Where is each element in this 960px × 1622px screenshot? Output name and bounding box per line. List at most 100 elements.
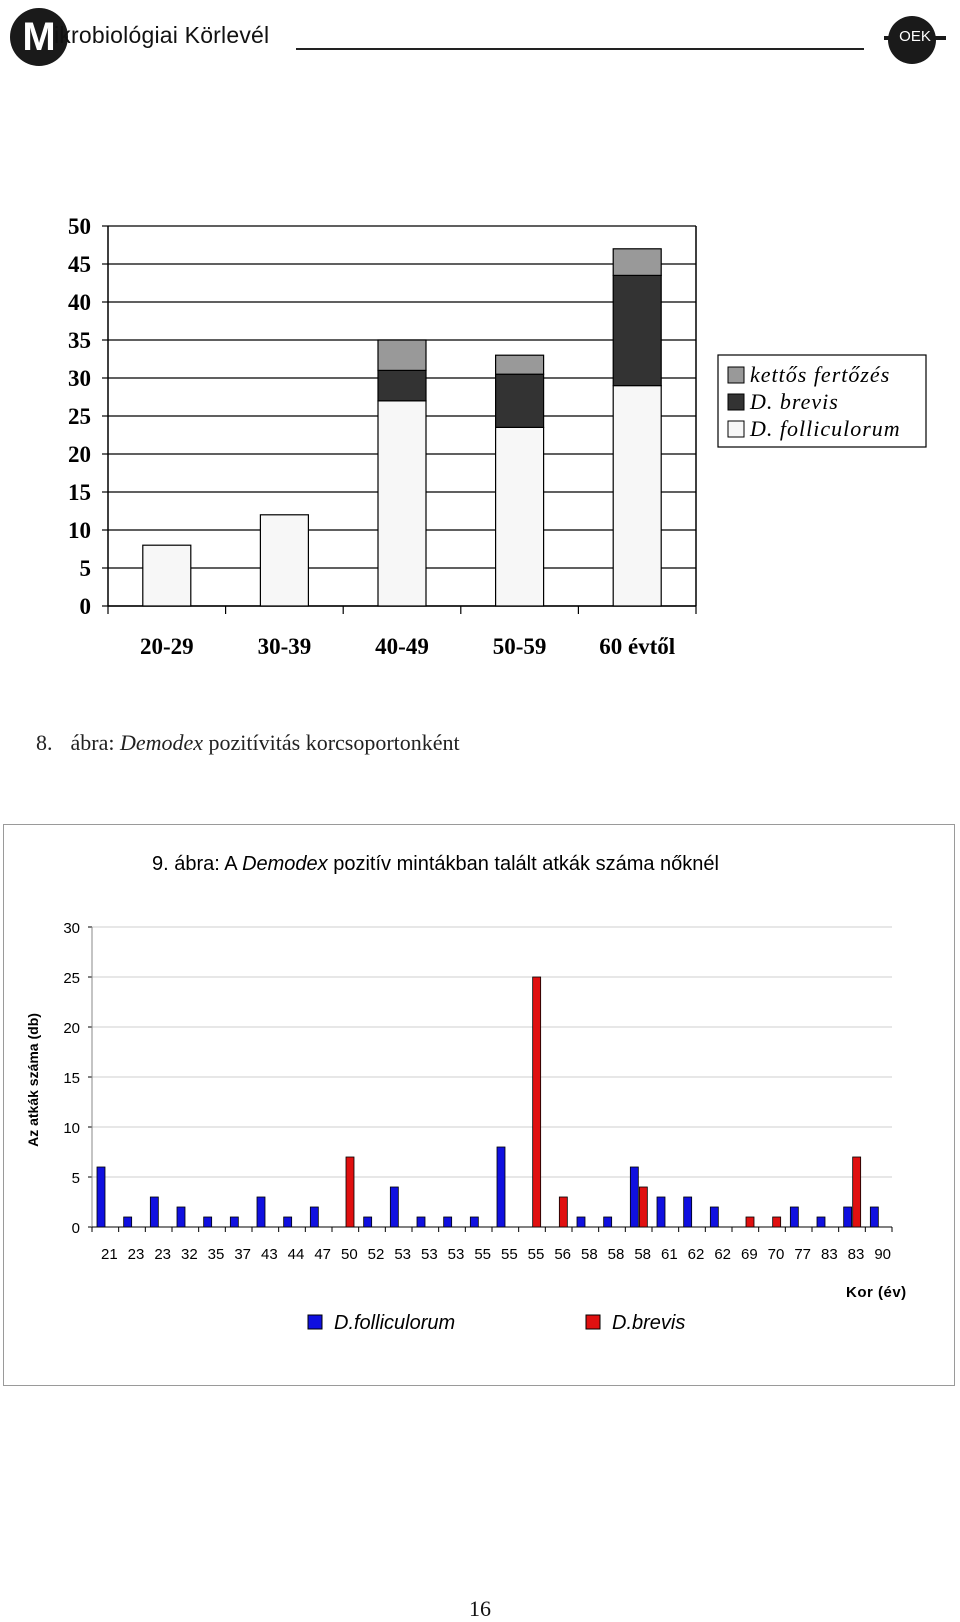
journal-logo-icon: M — [10, 8, 68, 66]
x-tick-label: 23 — [154, 1246, 171, 1263]
figure9-title: 9. ábra: A Demodex pozitív mintákban tal… — [152, 853, 719, 875]
legend-swatch — [727, 366, 745, 384]
bar — [629, 1166, 639, 1228]
bar — [203, 1216, 213, 1228]
y-tick-label: 45 — [68, 252, 91, 277]
bar — [558, 1196, 568, 1228]
x-tick-label: 58 — [634, 1246, 651, 1263]
legend-swatch — [585, 1314, 601, 1330]
x-tick-label: 40-49 — [375, 634, 429, 659]
oek-logo-icon: OEK — [884, 16, 946, 64]
x-tick-label: 50 — [341, 1246, 358, 1263]
header-rule — [296, 48, 864, 50]
bar — [532, 976, 542, 1228]
x-tick-label: 55 — [474, 1246, 491, 1263]
legend-label: D.brevis — [612, 1312, 685, 1334]
x-tick-label: 70 — [768, 1246, 785, 1263]
x-tick-label: 83 — [848, 1246, 865, 1263]
x-tick-label: 35 — [208, 1246, 225, 1263]
bar-segment — [259, 514, 309, 607]
legend-label: D.folliculorum — [334, 1312, 455, 1334]
journal-name: ikrobiológiai Körlevél — [54, 22, 270, 48]
y-tick-label: 50 — [68, 214, 91, 239]
x-tick-label: 90 — [874, 1246, 891, 1263]
x-tick-label: 43 — [261, 1246, 278, 1263]
y-tick-label: 5 — [72, 1170, 80, 1187]
x-tick-label: 52 — [368, 1246, 385, 1263]
y-axis-title: Az atkák száma (db) — [25, 1013, 41, 1147]
y-tick-label: 15 — [68, 480, 91, 505]
x-tick-label: 60 évtől — [599, 634, 675, 659]
y-tick-label: 10 — [63, 1120, 80, 1137]
bar — [309, 1206, 319, 1228]
bar-segment — [142, 544, 192, 607]
bar — [709, 1206, 719, 1228]
x-tick-label: 23 — [128, 1246, 145, 1263]
legend-swatch — [307, 1314, 323, 1330]
caption-suffix: pozitívitás korcsoportonként — [203, 730, 460, 755]
bar-segment — [377, 400, 427, 607]
bar — [772, 1216, 782, 1228]
x-tick-label: 47 — [314, 1246, 331, 1263]
bar-segment — [377, 369, 427, 402]
bar — [363, 1216, 373, 1228]
bar — [176, 1206, 186, 1228]
bar — [123, 1216, 133, 1228]
y-tick-label: 10 — [68, 518, 91, 543]
y-tick-label: 0 — [72, 1220, 80, 1237]
y-tick-label: 0 — [80, 594, 92, 619]
logo-letter: M — [22, 15, 55, 59]
y-tick-label: 30 — [63, 920, 80, 937]
bar — [656, 1196, 666, 1228]
x-tick-label: 44 — [288, 1246, 305, 1263]
y-tick-label: 40 — [68, 290, 91, 315]
y-tick-label: 15 — [63, 1070, 80, 1087]
y-tick-label: 20 — [63, 1020, 80, 1037]
x-tick-label: 53 — [394, 1246, 411, 1263]
legend-swatch — [727, 420, 745, 438]
x-tick-label: 83 — [821, 1246, 838, 1263]
y-tick-label: 25 — [68, 404, 91, 429]
bar — [469, 1216, 479, 1228]
legend-box — [717, 354, 927, 448]
caption-number: 8. — [36, 730, 53, 755]
bar — [852, 1156, 862, 1228]
x-tick-label: 61 — [661, 1246, 678, 1263]
bar — [96, 1166, 106, 1228]
y-tick-label: 30 — [68, 366, 91, 391]
x-tick-label: 62 — [714, 1246, 731, 1263]
bar — [745, 1216, 755, 1228]
y-tick-label: 35 — [68, 328, 91, 353]
x-tick-label: 77 — [794, 1246, 811, 1263]
bar — [149, 1196, 159, 1228]
y-tick-label: 5 — [80, 556, 92, 581]
page-header: M ikrobiológiai Körlevél OEK — [0, 0, 960, 80]
x-tick-label: 50-59 — [493, 634, 547, 659]
bar-segment — [612, 385, 662, 607]
x-tick-label: 21 — [101, 1246, 118, 1263]
bar-segment — [612, 248, 662, 276]
bar — [843, 1206, 853, 1228]
figure9-frame: 9. ábra: A Demodex pozitív mintákban tal… — [3, 824, 955, 1386]
bar-segment — [377, 339, 427, 371]
x-tick-label: 62 — [688, 1246, 705, 1263]
bar — [603, 1216, 613, 1228]
bar — [789, 1206, 799, 1228]
x-axis-title: Kor (év) — [846, 1284, 907, 1301]
bar-segment — [495, 373, 545, 428]
bar — [683, 1196, 693, 1228]
logo-right-text: OEK — [899, 28, 931, 45]
x-tick-label: 30-39 — [258, 634, 312, 659]
legend-swatch — [727, 393, 745, 411]
x-tick-label: 55 — [501, 1246, 518, 1263]
x-tick-label: 55 — [528, 1246, 545, 1263]
x-tick-label: 58 — [581, 1246, 598, 1263]
x-tick-label: 20-29 — [140, 634, 194, 659]
figure8-caption: 8. ábra: Demodex pozitívitás korcsoporton… — [36, 730, 460, 756]
caption-italic: Demodex — [119, 730, 204, 755]
x-tick-label: 56 — [554, 1246, 571, 1263]
bar — [869, 1206, 879, 1228]
page-number: 16 — [469, 1596, 491, 1621]
x-tick-label: 58 — [608, 1246, 625, 1263]
legend-label: kettős fertőzés — [750, 362, 890, 387]
